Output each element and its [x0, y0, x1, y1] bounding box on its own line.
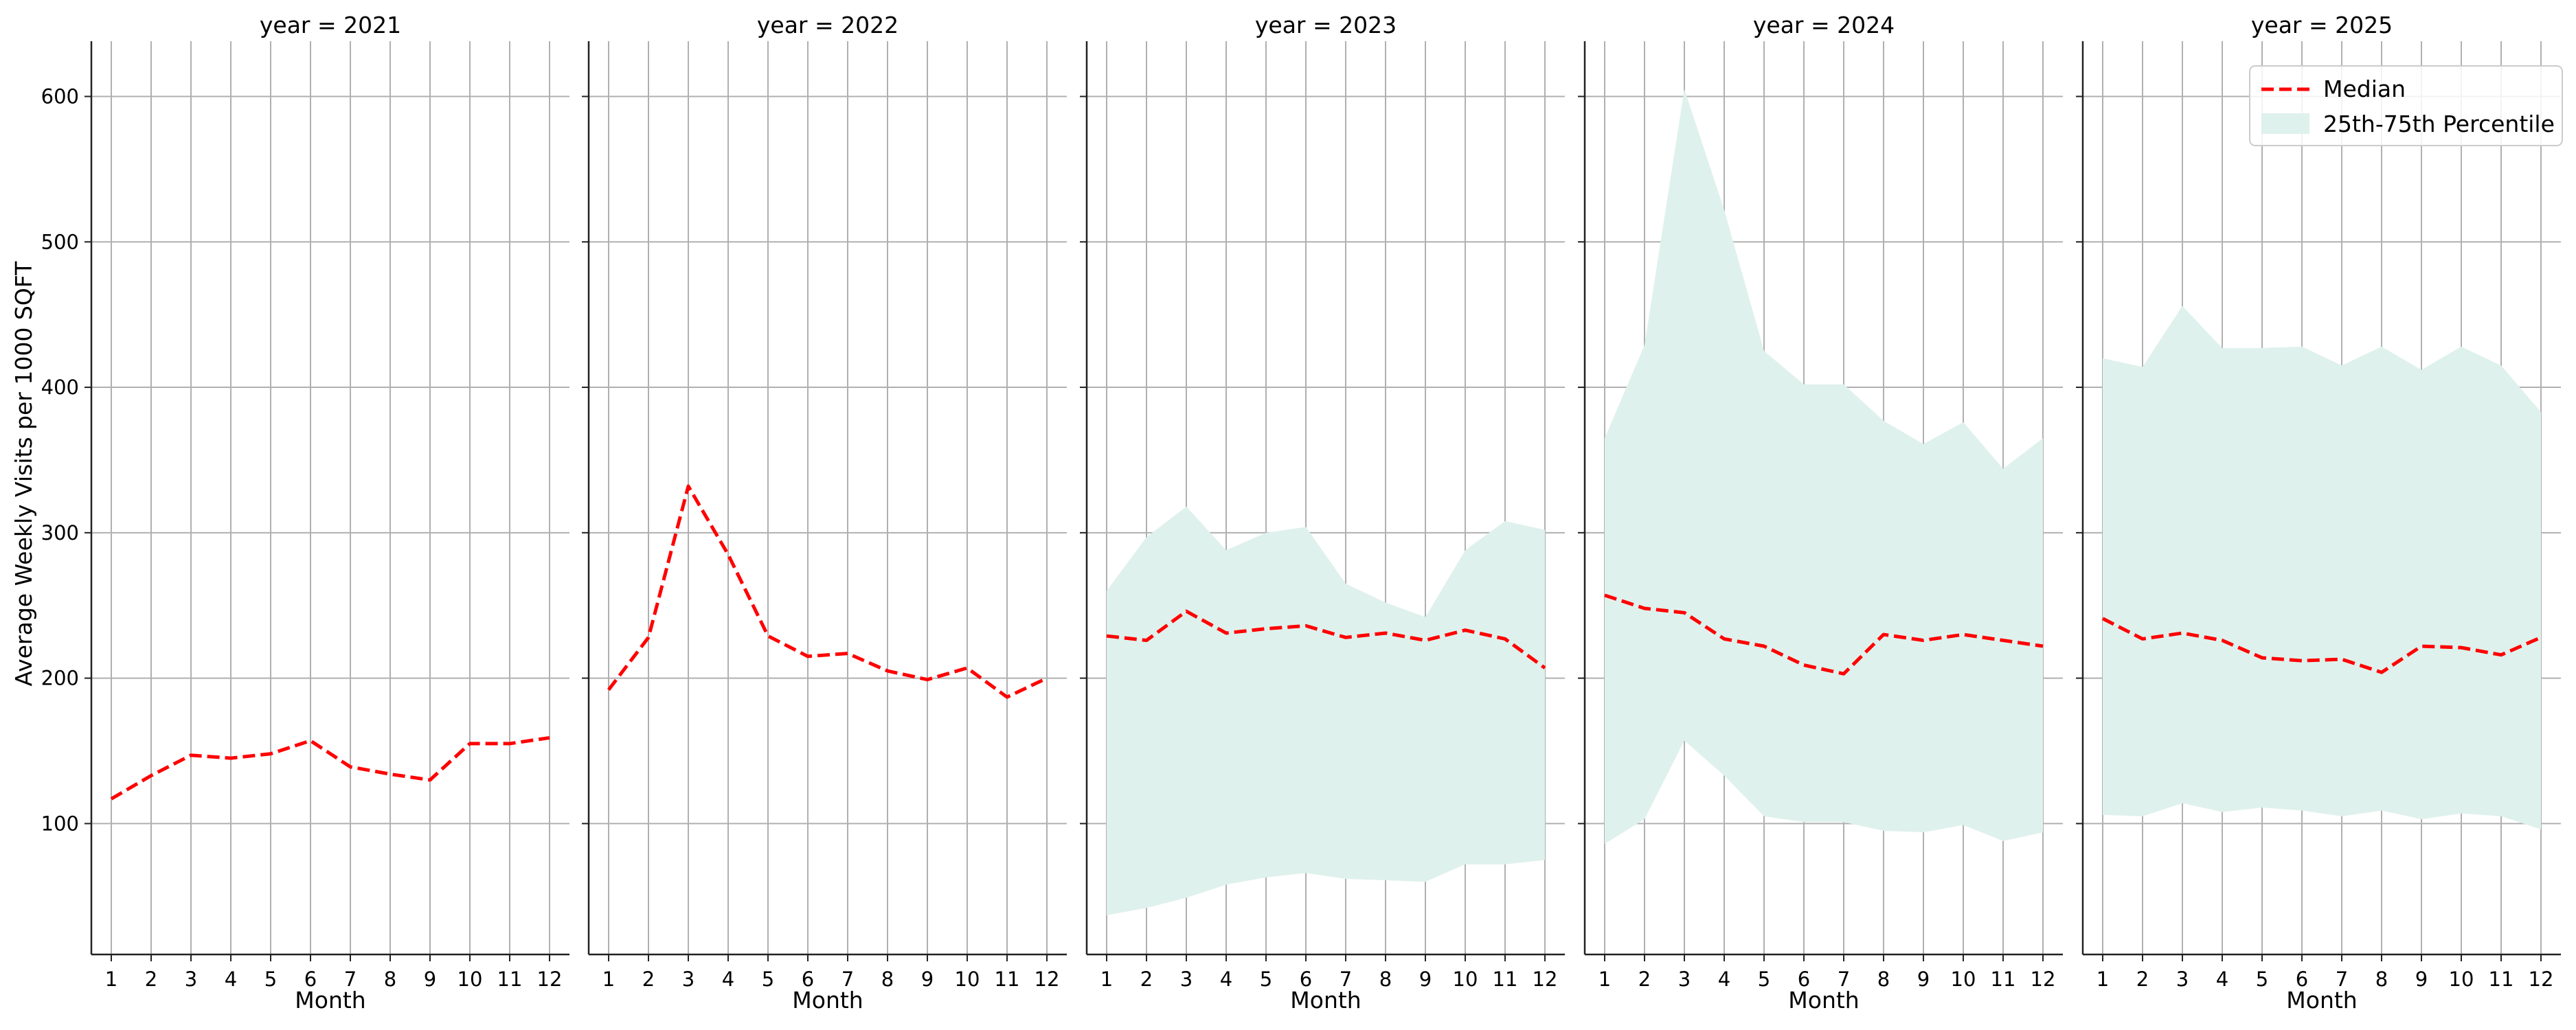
median-line — [607, 484, 1048, 699]
x-axis-label: Month — [2286, 987, 2357, 1014]
x-tick-label: 7 — [344, 968, 357, 991]
x-axis-label: Month — [792, 987, 863, 1014]
x-tick-label: 3 — [1678, 968, 1691, 991]
x-tick-label: 5 — [2256, 968, 2268, 991]
x-tick-label: 11 — [1493, 968, 1518, 991]
x-tick-label: 8 — [384, 968, 396, 991]
x-tick-label: 4 — [1220, 968, 1232, 991]
x-tick-label: 11 — [995, 968, 1020, 991]
x-tick-label: 6 — [1798, 968, 1810, 991]
x-tick-label: 10 — [1453, 968, 1478, 991]
x-tick-label: 9 — [921, 968, 934, 991]
x-tick-label: 4 — [2216, 968, 2228, 991]
x-axis-label: Month — [295, 987, 365, 1014]
x-tick-label: 3 — [682, 968, 694, 991]
x-tick-label: 6 — [304, 968, 317, 991]
x-tick-label: 12 — [1533, 968, 1558, 991]
percentile-band — [2103, 306, 2541, 829]
x-tick-label: 8 — [2375, 968, 2388, 991]
x-tick-label: 8 — [1877, 968, 1890, 991]
y-tick-label: 200 — [41, 667, 79, 690]
y-tick-label: 400 — [41, 376, 79, 399]
y-tick-label: 100 — [41, 812, 79, 835]
median-line — [110, 735, 550, 801]
x-tick-label: 12 — [1035, 968, 1060, 991]
x-tick-label: 4 — [722, 968, 734, 991]
x-tick-label: 7 — [2336, 968, 2348, 991]
x-tick-label: 5 — [264, 968, 277, 991]
x-tick-label: 8 — [1379, 968, 1392, 991]
x-tick-label: 11 — [497, 968, 523, 991]
y-tick-label: 300 — [41, 521, 79, 545]
x-tick-label: 6 — [1300, 968, 1312, 991]
legend-band-label: 25th-75th Percentile — [2323, 111, 2555, 137]
legend: Median 25th-75th Percentile — [2249, 65, 2563, 146]
x-tick-label: 1 — [1100, 968, 1113, 991]
percentile-band — [1107, 506, 1545, 915]
x-tick-label: 10 — [955, 968, 980, 991]
percentile-band — [1605, 89, 2043, 845]
x-tick-label: 10 — [2449, 968, 2474, 991]
x-axis-label: Month — [1290, 987, 1361, 1014]
x-tick-label: 11 — [1991, 968, 2016, 991]
legend-band-swatch — [2261, 113, 2309, 134]
x-tick-label: 4 — [1718, 968, 1730, 991]
x-tick-label: 2 — [145, 968, 157, 991]
x-tick-label: 7 — [1340, 968, 1352, 991]
panel-1: 1 2 3 4 5 6 7 8 9 10 11 12100200300400500600Monthye… — [41, 12, 569, 1014]
x-tick-label: 2 — [1140, 968, 1153, 991]
x-tick-label: 7 — [841, 968, 854, 991]
legend-median-label: Median — [2323, 76, 2406, 102]
x-tick-label: 2 — [2136, 968, 2149, 991]
x-tick-label: 1 — [1598, 968, 1611, 991]
x-tick-label: 6 — [802, 968, 814, 991]
legend-frame — [2249, 65, 2563, 146]
x-tick-label: 4 — [225, 968, 237, 991]
panel-title: year = 2021 — [260, 12, 401, 38]
x-tick-label: 10 — [1951, 968, 1976, 991]
x-tick-label: 3 — [2176, 968, 2189, 991]
median-line — [2101, 617, 2542, 674]
median-line — [1604, 593, 2044, 676]
x-tick-label: 5 — [1260, 968, 1272, 991]
x-tick-label: 9 — [1419, 968, 1432, 991]
panel-title: year = 2025 — [2251, 12, 2393, 38]
panel-title: year = 2023 — [1255, 12, 1397, 38]
x-tick-label: 7 — [1838, 968, 1850, 991]
x-tick-label: 11 — [2489, 968, 2514, 991]
x-tick-label: 3 — [1180, 968, 1193, 991]
panel-title: year = 2024 — [1753, 12, 1895, 38]
x-tick-label: 1 — [105, 968, 117, 991]
y-tick-label: 600 — [41, 84, 79, 108]
x-tick-label: 10 — [457, 968, 483, 991]
x-tick-label: 3 — [185, 968, 197, 991]
x-tick-label: 5 — [762, 968, 774, 991]
panel-title: year = 2022 — [757, 12, 899, 38]
x-tick-label: 1 — [602, 968, 615, 991]
x-tick-label: 5 — [1758, 968, 1770, 991]
x-tick-label: 12 — [2529, 968, 2554, 991]
x-tick-label: 9 — [1917, 968, 1930, 991]
x-tick-label: 1 — [2097, 968, 2109, 991]
x-tick-label: 6 — [2296, 968, 2308, 991]
x-tick-label: 12 — [2031, 968, 2056, 991]
x-tick-label: 12 — [537, 968, 563, 991]
chart-panels: 1 2 3 4 5 6 7 8 9 10 11 12100200300400500600Monthye… — [41, 12, 2561, 1014]
x-tick-label: 9 — [424, 968, 436, 991]
x-tick-label: 2 — [642, 968, 655, 991]
median-line — [1106, 609, 1546, 670]
x-tick-label: 9 — [2415, 968, 2428, 991]
y-axis-label: Average Weekly Visits per 1000 SQFT — [10, 261, 37, 687]
x-tick-label: 8 — [881, 968, 894, 991]
y-tick-label: 500 — [41, 230, 79, 253]
x-axis-label: Month — [1788, 987, 1859, 1014]
x-tick-label: 2 — [1638, 968, 1651, 991]
